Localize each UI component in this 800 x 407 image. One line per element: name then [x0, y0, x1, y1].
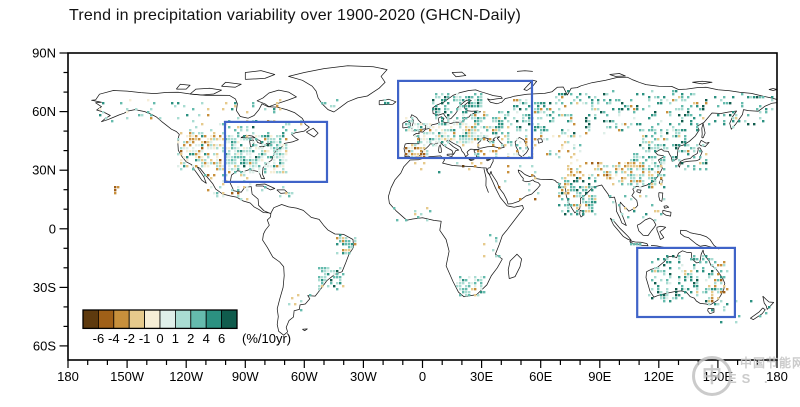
axis-labels: 180 150W 120W 90W 60W 30W 0 30E 60E 90E 120E 150E 18…: [32, 46, 788, 385]
colorbar-tick-label: -4: [108, 331, 120, 346]
figure-title: Trend in precipitation variability over …: [69, 7, 521, 24]
station-dots: [99, 90, 774, 324]
colorbar-tick-label: -1: [139, 331, 151, 346]
x-axis-tick-label: 150E: [703, 369, 734, 384]
colorbar: -6 -4 -2 -1 0 1 2 4 6 (%/10yr): [82, 309, 291, 346]
x-axis-tick-label: 0: [419, 369, 426, 384]
y-axis-tick-label: 60N: [32, 104, 56, 119]
colorbar-tick-label: -2: [123, 331, 135, 346]
highlight-box-australia: [636, 246, 737, 319]
highlight-boxes: [223, 79, 737, 319]
y-axis-tick-label: 30S: [33, 280, 56, 295]
colorbar-tick-label: 1: [172, 331, 179, 346]
coastlines: [91, 65, 778, 336]
x-axis-tick-label: 90E: [588, 369, 611, 384]
x-axis-tick-label: 60W: [291, 369, 318, 384]
x-axis-tick-label: 30E: [470, 369, 493, 384]
colorbar-tick-label: -6: [93, 331, 105, 346]
x-axis-tick-label: 180: [766, 369, 788, 384]
x-axis-tick-label: 150W: [110, 369, 145, 384]
y-axis-tick-label: 60S: [33, 338, 56, 353]
x-axis-tick-label: 30W: [350, 369, 377, 384]
colorbar-unit-label: (%/10yr): [242, 331, 291, 346]
axis-ticks: [59, 52, 778, 368]
x-axis-tick-label: 120E: [644, 369, 675, 384]
x-axis-tick-label: 180: [57, 369, 79, 384]
x-axis-tick-label: 120W: [169, 369, 204, 384]
y-axis-tick-label: 0: [49, 221, 56, 236]
y-axis-tick-label: 90N: [32, 46, 56, 61]
highlight-box-europe: [397, 79, 534, 160]
x-axis-tick-label: 60E: [529, 369, 552, 384]
colorbar-tick-label: 2: [187, 331, 194, 346]
highlight-box-east-north-america: [223, 120, 329, 184]
colorbar-tick-label: 0: [156, 331, 163, 346]
y-axis-tick-label: 30N: [32, 163, 56, 178]
colorbar-tick-label: 6: [218, 331, 225, 346]
x-axis-tick-label: 90W: [232, 369, 259, 384]
colorbar-tick-label: 4: [203, 331, 210, 346]
